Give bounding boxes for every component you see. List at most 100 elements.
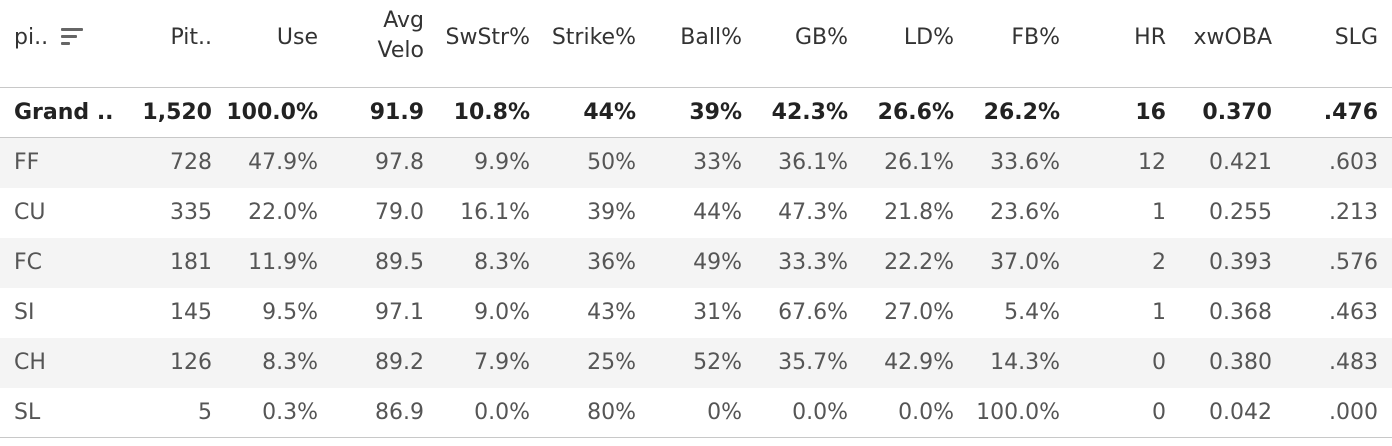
cell-ld: 27.0% [884, 300, 954, 325]
cell-gb: 67.6% [778, 300, 848, 325]
cell-avg-velo: 89.2 [375, 350, 424, 375]
cell-fb: 37.0% [990, 250, 1060, 275]
cell-pitch: FF [14, 150, 40, 175]
col-header-xwoba[interactable]: xwOBA [1193, 25, 1272, 50]
col-header-hr[interactable]: HR [1134, 25, 1166, 50]
col-header-avg-velo-line1: Avg [383, 8, 424, 33]
col-header-swstr[interactable]: SwStr% [445, 25, 531, 50]
cell-pitches: 181 [170, 250, 212, 275]
cell-xwoba: 0.421 [1209, 150, 1272, 175]
cell-hr: 12 [1138, 150, 1166, 175]
col-header-strike[interactable]: Strike% [551, 25, 636, 50]
cell-gb: 33.3% [778, 250, 848, 275]
cell-strike: 80% [587, 400, 636, 425]
cell-fb: 5.4% [1004, 300, 1060, 325]
cell-use: 22.0% [248, 200, 318, 225]
cell-ld: 21.8% [884, 200, 954, 225]
cell-gb: 0.0% [792, 400, 848, 425]
col-header-ball[interactable]: Ball% [680, 25, 742, 50]
cell-fb: 33.6% [990, 150, 1060, 175]
table-row[interactable]: SL 5 0.3% 86.9 0.0% 80% 0% 0.0% 0.0% 100.0% 0 0.042… [0, 388, 1392, 438]
cell-pitches: 126 [170, 350, 212, 375]
cell-xwoba: 0.380 [1209, 350, 1272, 375]
sort-descending-icon[interactable] [61, 28, 85, 48]
cell-ld: 22.2% [884, 250, 954, 275]
cell-xwoba: 0.255 [1209, 200, 1272, 225]
cell-strike: 36% [587, 250, 636, 275]
cell-ball: 31% [693, 300, 742, 325]
cell-pitch: Grand .. [14, 100, 114, 125]
table-row[interactable]: CH 126 8.3% 89.2 7.9% 25% 52% 35.7% 42.9% 14.3% 0 0… [0, 338, 1392, 388]
col-header-gb[interactable]: GB% [794, 25, 848, 50]
cell-pitches: 728 [170, 150, 212, 175]
cell-slg: .483 [1329, 350, 1378, 375]
cell-pitch: SI [14, 300, 35, 325]
cell-strike: 43% [587, 300, 636, 325]
cell-ball: 0% [707, 400, 742, 425]
cell-strike: 39% [587, 200, 636, 225]
cell-pitch: CH [14, 350, 46, 375]
cell-strike: 25% [587, 350, 636, 375]
col-header-fb[interactable]: FB% [1011, 25, 1060, 50]
table-bottom-border [0, 437, 1392, 438]
cell-ball: 52% [693, 350, 742, 375]
header-divider [0, 87, 1392, 88]
cell-pitch: SL [14, 400, 41, 425]
cell-use: 100.0% [226, 100, 318, 125]
cell-use: 47.9% [248, 150, 318, 175]
cell-swstr: 0.0% [474, 400, 530, 425]
cell-fb: 26.2% [983, 100, 1060, 125]
cell-ball: 44% [693, 200, 742, 225]
col-header-slg[interactable]: SLG [1334, 25, 1378, 50]
cell-hr: 2 [1152, 250, 1166, 275]
cell-avg-velo: 79.0 [375, 200, 424, 225]
cell-hr: 16 [1135, 100, 1166, 125]
cell-hr: 0 [1152, 350, 1166, 375]
col-header-pitches[interactable]: Pit.. [170, 25, 212, 50]
cell-ld: 26.6% [877, 100, 954, 125]
cell-ball: 33% [693, 150, 742, 175]
table-row[interactable]: FF 728 47.9% 97.8 9.9% 50% 33% 36.1% 26.1% 33.6% 1… [0, 138, 1392, 188]
cell-ball: 49% [693, 250, 742, 275]
table-row[interactable]: FC 181 11.9% 89.5 8.3% 36% 49% 33.3% 22.2% 37.0% 2… [0, 238, 1392, 288]
col-header-ld[interactable]: LD% [903, 25, 954, 50]
cell-hr: 0 [1152, 400, 1166, 425]
cell-ld: 0.0% [898, 400, 954, 425]
cell-slg: .476 [1323, 100, 1378, 125]
cell-xwoba: 0.368 [1209, 300, 1272, 325]
cell-swstr: 16.1% [460, 200, 530, 225]
cell-use: 0.3% [262, 400, 318, 425]
cell-fb: 14.3% [990, 350, 1060, 375]
col-header-use[interactable]: Use [276, 25, 318, 50]
grand-total-divider [0, 137, 1392, 138]
cell-ld: 42.9% [884, 350, 954, 375]
table-row[interactable]: SI 145 9.5% 97.1 9.0% 43% 31% 67.6% 27.0% 5.4% 1 0.… [0, 288, 1392, 338]
cell-xwoba: 0.042 [1209, 400, 1272, 425]
cell-avg-velo: 91.9 [369, 100, 424, 125]
cell-strike: 44% [583, 100, 636, 125]
cell-swstr: 9.0% [474, 300, 530, 325]
cell-fb: 100.0% [976, 400, 1060, 425]
cell-pitches: 5 [198, 400, 212, 425]
cell-ld: 26.1% [884, 150, 954, 175]
col-header-pitch[interactable]: pi.. [14, 25, 49, 50]
cell-avg-velo: 97.1 [375, 300, 424, 325]
table-row[interactable]: CU 335 22.0% 79.0 16.1% 39% 44% 47.3% 21.8% 23.6%… [0, 188, 1392, 238]
cell-gb: 42.3% [771, 100, 848, 125]
cell-fb: 23.6% [990, 200, 1060, 225]
grand-total-row: Grand .. 1,520 100.0% 91.9 10.8% 44% 39%… [0, 88, 1392, 138]
cell-strike: 50% [587, 150, 636, 175]
col-header-avg-velo-line2: Velo [377, 38, 424, 63]
cell-xwoba: 0.370 [1202, 100, 1272, 125]
cell-gb: 35.7% [778, 350, 848, 375]
cell-slg: .603 [1329, 150, 1378, 175]
col-header-avg-velo[interactable]: Avg Velo [344, 6, 424, 66]
cell-pitch: FC [14, 250, 43, 275]
cell-gb: 36.1% [778, 150, 848, 175]
cell-pitches: 335 [170, 200, 212, 225]
cell-swstr: 7.9% [474, 350, 530, 375]
cell-ball: 39% [689, 100, 742, 125]
cell-swstr: 8.3% [474, 250, 530, 275]
cell-avg-velo: 89.5 [375, 250, 424, 275]
table-header: pi.. Pit.. Use Avg Velo SwStr% Strike% B… [0, 0, 1392, 88]
